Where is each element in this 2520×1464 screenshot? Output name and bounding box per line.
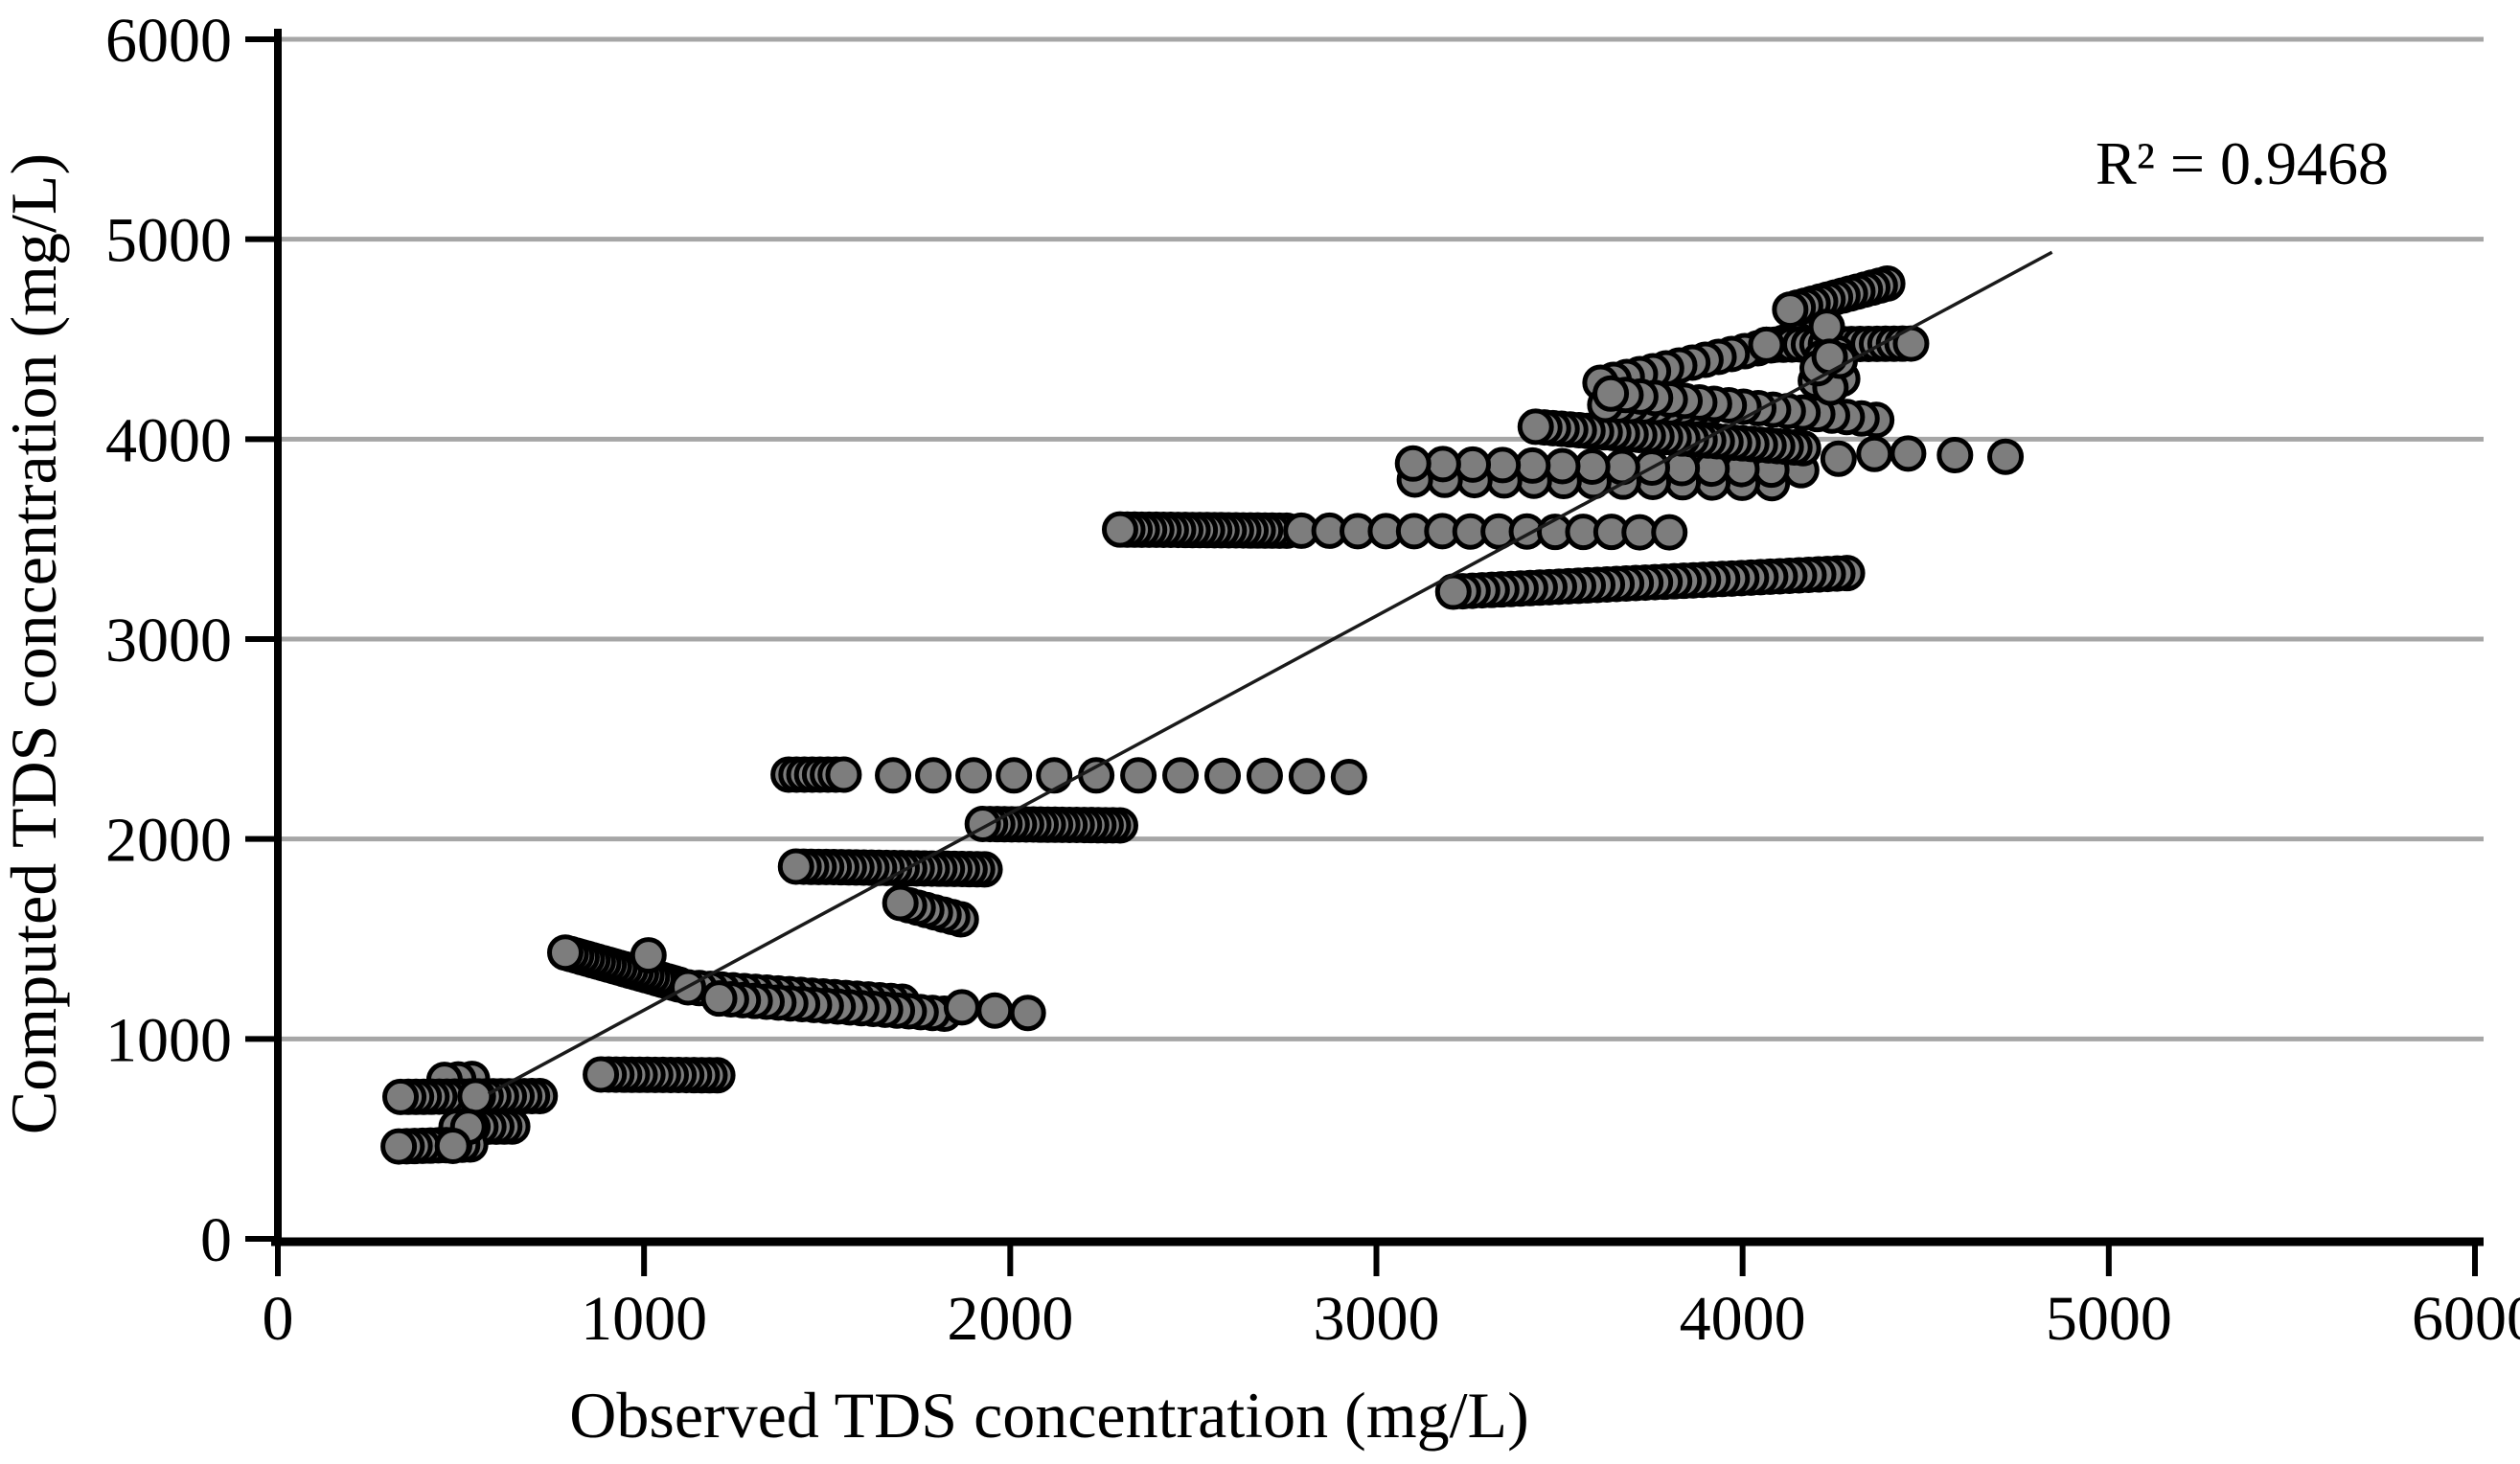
data-point (1009, 995, 1046, 1032)
data-point (630, 937, 667, 974)
x-tick-label-4000: 4000 (1680, 1284, 1806, 1354)
data-point (700, 980, 738, 1018)
data-point (1621, 514, 1659, 551)
data-point (1101, 511, 1138, 548)
x-tick-label-1000: 1000 (581, 1284, 707, 1354)
data-point (434, 1127, 471, 1164)
data-point (825, 756, 862, 793)
data-point (1748, 326, 1785, 363)
y-tick-label-6000: 6000 (105, 6, 232, 76)
data-point (976, 992, 1014, 1029)
y-tick-label-2000: 2000 (105, 806, 232, 876)
data-point (382, 1078, 420, 1115)
data-point (1484, 446, 1522, 484)
r-squared-annotation: R² = 0.9468 (2096, 129, 2389, 197)
data-point (1517, 408, 1554, 446)
y-tick-label-4000: 4000 (105, 405, 232, 475)
x-tick-label-6000: 6000 (2412, 1284, 2520, 1354)
data-point (943, 989, 980, 1026)
x-axis-title: Observed TDS concentration (mg/L) (569, 1379, 1528, 1452)
data-point (875, 757, 912, 794)
data-point (1246, 757, 1283, 794)
data-point (1811, 338, 1848, 376)
x-tick-label-5000: 5000 (2046, 1284, 2172, 1354)
data-point (915, 757, 952, 794)
x-tick-label-3000: 3000 (1314, 1284, 1440, 1354)
data-point (1987, 438, 2025, 475)
data-point (996, 757, 1033, 794)
y-tick-label-5000: 5000 (105, 206, 232, 276)
y-axis-title: Computed TDS concentration (mg/L) (0, 153, 70, 1134)
data-point (1651, 514, 1688, 551)
axis-ticks (245, 36, 2478, 1276)
data-point (1514, 446, 1551, 484)
data-point (380, 1128, 418, 1165)
y-tick-label-0: 0 (200, 1205, 232, 1275)
trendline-segment (487, 250, 2053, 1096)
data-point (1592, 375, 1630, 412)
data-point (1036, 757, 1073, 794)
tick-labels: 0 1000 2000 3000 4000 5000 6000 0 1000 2000 3000 40… (105, 6, 2520, 1354)
data-points (380, 264, 2025, 1165)
data-point (583, 1056, 620, 1093)
data-point (955, 757, 993, 794)
data-point (1820, 440, 1857, 477)
data-point (547, 934, 584, 972)
data-point (1455, 446, 1492, 483)
data-point (882, 884, 919, 922)
data-point (1936, 437, 1974, 474)
data-point (1162, 757, 1200, 794)
y-tick-label-3000: 3000 (105, 606, 232, 675)
data-point (1544, 447, 1581, 485)
data-point (1424, 446, 1461, 483)
data-point (1288, 758, 1325, 795)
data-point (1394, 445, 1432, 482)
y-tick-label-1000: 1000 (105, 1005, 232, 1075)
data-point (1856, 435, 1893, 472)
data-point (777, 848, 814, 885)
data-point (1808, 309, 1845, 346)
x-tick-label-0: 0 (263, 1284, 294, 1354)
data-point (1772, 291, 1809, 329)
trendline (487, 250, 2053, 1096)
data-point (1890, 435, 1927, 472)
gridlines (280, 36, 2484, 1041)
data-point (1078, 757, 1115, 794)
data-point (1330, 758, 1367, 795)
data-point (1203, 757, 1241, 794)
x-tick-label-2000: 2000 (947, 1284, 1073, 1354)
data-point (457, 1078, 494, 1115)
data-point (1120, 757, 1157, 794)
data-point (1573, 447, 1611, 485)
